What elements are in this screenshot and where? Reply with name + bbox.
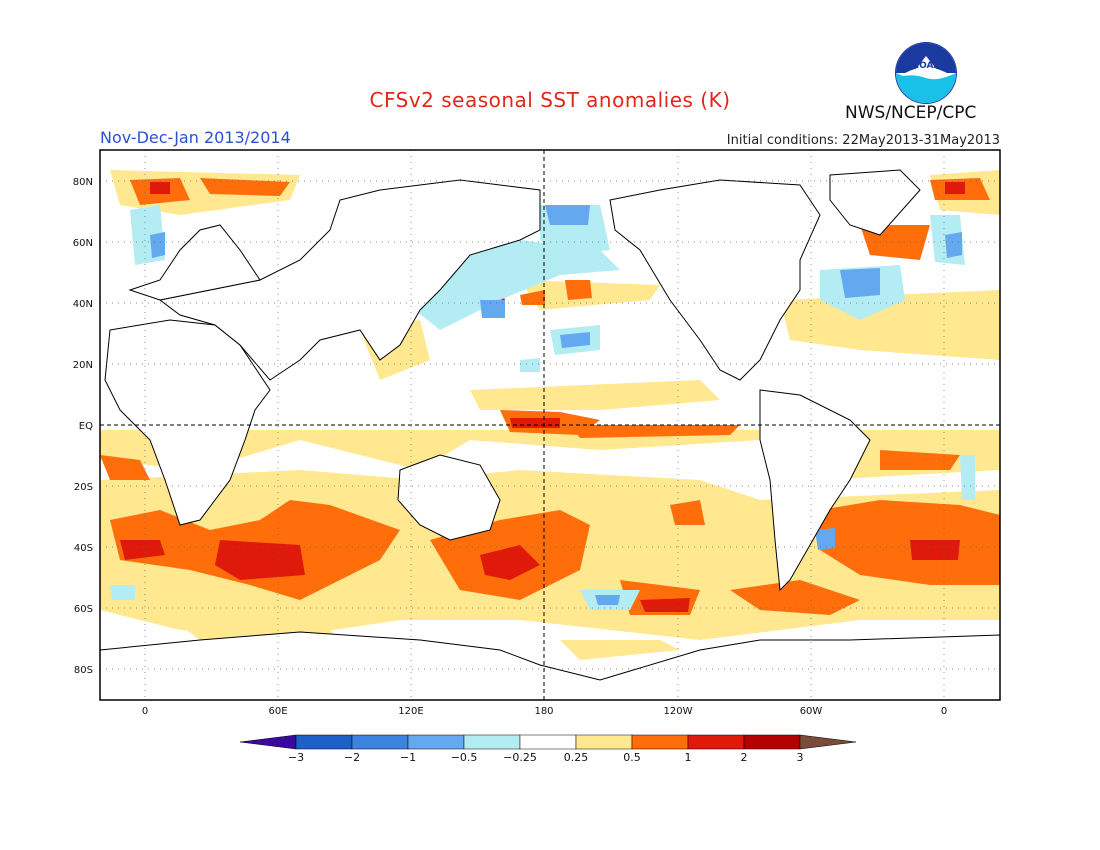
map-title: CFSv2 seasonal SST anomalies (K) (369, 88, 731, 112)
lat-label: 80N (73, 177, 93, 188)
colorbar-label: 2 (741, 751, 748, 764)
lat-label: 40S (74, 543, 93, 554)
colorbar-label: −0.25 (503, 751, 537, 764)
lat-label: 20N (73, 360, 93, 371)
colorbar-segment (407, 734, 465, 750)
coastlines (99, 169, 1001, 701)
greenland-landmass (829, 169, 921, 236)
graticule (100, 150, 1000, 700)
lon-label: 120W (664, 706, 693, 717)
colorbar-segment (687, 734, 745, 750)
north-america-landmass (609, 179, 821, 381)
colorbar-label: −1 (400, 751, 416, 764)
lat-label: 60N (73, 238, 93, 249)
colorbar: −3 −2 −1 −0.5 −0.25 0.25 0.5 1 2 3 (239, 734, 857, 764)
lat-label: EQ (79, 421, 93, 432)
lon-axis: 0 60E 120E 180 120W 60W 0 (142, 706, 947, 717)
equator-dateline (100, 150, 1000, 700)
lat-label: 40N (73, 299, 93, 310)
colorbar-segment (575, 734, 633, 750)
colorbar-segment (463, 734, 521, 750)
south-america-landmass (759, 389, 871, 592)
colorbar-label: 1 (685, 751, 692, 764)
colorbar-min-triangle (239, 734, 297, 750)
australia-landmass (397, 454, 501, 541)
colorbar-segment (519, 734, 577, 750)
agency-label: NWS/NCEP/CPC (845, 103, 977, 123)
map-frame (99, 149, 1001, 701)
europe-landmass (128, 224, 261, 301)
colorbar-label: −2 (344, 751, 360, 764)
colorbar-segment (743, 734, 801, 750)
colorbar-label: 3 (797, 751, 804, 764)
lat-axis: 80N 60N 40N 20N EQ 20S 40S 60S 80S (73, 177, 93, 676)
forecast-period: Nov-Dec-Jan 2013/2014 (100, 128, 291, 147)
colorbar-segment (351, 734, 409, 750)
lon-label: 0 (941, 706, 947, 717)
colorbar-max-triangle (799, 734, 857, 750)
lat-label: 20S (74, 482, 93, 493)
lon-label: 60E (268, 706, 287, 717)
lon-label: 0 (142, 706, 148, 717)
colorbar-segment (295, 734, 353, 750)
logo-text: NOAA (912, 61, 941, 71)
eurasia-landmass (158, 179, 541, 381)
colorbar-segment (631, 734, 689, 750)
colorbar-label: 0.5 (623, 751, 641, 764)
initial-conditions: Initial conditions: 22May2013-31May2013 (726, 133, 1000, 148)
colorbar-label: −3 (288, 751, 304, 764)
noaa-logo-icon: NOAA (895, 42, 957, 104)
lon-label: 180 (534, 706, 553, 717)
colorbar-label: −0.5 (451, 751, 478, 764)
colorbar-label: 0.25 (564, 751, 589, 764)
lon-label: 120E (398, 706, 423, 717)
lat-label: 60S (74, 604, 93, 615)
lon-label: 60W (800, 706, 823, 717)
lat-label: 80S (74, 665, 93, 676)
